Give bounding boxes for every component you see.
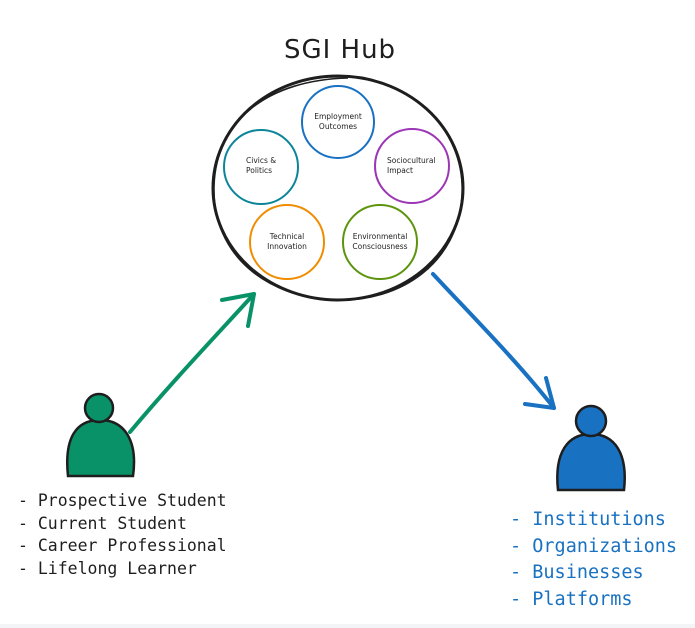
node-environmental-consciousness: Environmental Consciousness (342, 204, 418, 280)
source-to-hub-arrow (128, 292, 256, 434)
list-item: - Organizations (510, 535, 678, 557)
hub-title: SGI Hub (284, 35, 396, 65)
source-arrow-shaft (128, 292, 256, 434)
node-civics-politics: Civics & Politics (223, 129, 299, 205)
node-environmental-consciousness-ring (342, 204, 418, 280)
node-technical-innovation-line1: Technical (269, 232, 304, 241)
node-technical-innovation-ring (249, 204, 325, 280)
node-sociocultural-impact-line2: Impact (387, 166, 413, 175)
node-environmental-consciousness-line1: Environmental (353, 232, 408, 241)
person-icon (556, 404, 626, 492)
node-sociocultural-impact-line1: Sociocultural (387, 156, 436, 165)
list-item: - Career Professional (18, 536, 227, 555)
target-person-head (574, 404, 608, 438)
node-sociocultural-impact: Sociocultural Impact (374, 128, 450, 204)
node-employment-outcomes-ring (301, 85, 375, 159)
list-item: - Current Student (18, 513, 187, 533)
hub-circle (211, 74, 465, 302)
source-person-head (83, 392, 115, 424)
source-arrow-head (220, 292, 256, 328)
source-person-body (66, 418, 136, 478)
node-technical-innovation: Technical Innovation (249, 204, 325, 280)
bottom-divider (0, 624, 695, 628)
target-audience-list: - Institutions - Organizations - Busines… (510, 507, 677, 613)
list-item: - Prospective Student (18, 491, 227, 510)
list-item: - Businesses (510, 562, 644, 583)
source-audience-list: - Prospective Student - Current Student … (18, 490, 227, 580)
person-icon (66, 392, 136, 478)
node-civics-politics-line1: Civics & (246, 156, 276, 165)
hub-to-target-arrow (431, 272, 556, 410)
node-employment-outcomes-line1: Employment (314, 112, 362, 121)
list-item: - Institutions (510, 509, 666, 530)
list-item: - Platforms (510, 588, 633, 610)
node-employment-outcomes: Employment Outcomes (301, 85, 375, 159)
node-civics-politics-ring (223, 129, 299, 205)
node-employment-outcomes-line2: Outcomes (319, 122, 357, 131)
target-arrow-shaft (431, 272, 556, 410)
node-sociocultural-impact-ring (374, 128, 450, 204)
target-person-body (556, 432, 626, 492)
node-civics-politics-line2: Politics (246, 166, 272, 175)
node-technical-innovation-line2: Innovation (267, 242, 307, 251)
target-arrow-head (523, 376, 556, 410)
list-item: - Lifelong Learner (18, 558, 197, 578)
node-environmental-consciousness-line2: Consciousness (352, 242, 407, 251)
